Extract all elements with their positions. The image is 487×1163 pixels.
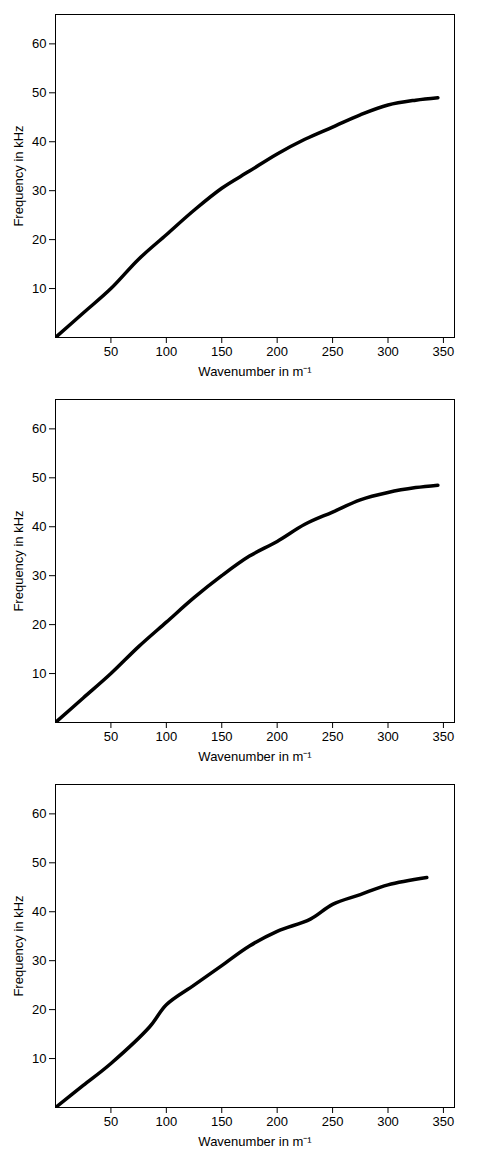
- svg-text:300: 300: [377, 1114, 399, 1129]
- svg-text:20: 20: [32, 1002, 46, 1017]
- svg-text:50: 50: [32, 85, 46, 100]
- svg-text:100: 100: [155, 344, 177, 359]
- svg-text:250: 250: [322, 344, 344, 359]
- svg-text:Wavenumber in m⁻¹: Wavenumber in m⁻¹: [198, 364, 312, 379]
- svg-text:30: 30: [32, 568, 46, 583]
- svg-text:Frequency in kHz: Frequency in kHz: [11, 895, 26, 996]
- svg-text:Frequency in kHz: Frequency in kHz: [11, 125, 26, 226]
- svg-text:50: 50: [104, 344, 118, 359]
- svg-text:20: 20: [32, 617, 46, 632]
- svg-text:40: 40: [32, 904, 46, 919]
- svg-text:Frequency in kHz: Frequency in kHz: [11, 510, 26, 611]
- svg-text:20: 20: [32, 232, 46, 247]
- svg-text:40: 40: [32, 134, 46, 149]
- svg-text:10: 10: [32, 281, 46, 296]
- svg-text:100: 100: [155, 729, 177, 744]
- svg-text:200: 200: [266, 1114, 288, 1129]
- svg-text:50: 50: [32, 855, 46, 870]
- svg-text:350: 350: [433, 1114, 455, 1129]
- svg-text:40: 40: [32, 519, 46, 534]
- svg-text:60: 60: [32, 36, 46, 51]
- svg-text:200: 200: [266, 729, 288, 744]
- svg-text:10: 10: [32, 1051, 46, 1066]
- svg-text:60: 60: [32, 806, 46, 821]
- svg-text:350: 350: [433, 729, 455, 744]
- svg-text:250: 250: [322, 1114, 344, 1129]
- svg-text:250: 250: [322, 729, 344, 744]
- svg-text:50: 50: [104, 729, 118, 744]
- svg-text:Wavenumber in m⁻¹: Wavenumber in m⁻¹: [198, 1134, 312, 1149]
- svg-text:350: 350: [433, 344, 455, 359]
- svg-text:50: 50: [104, 1114, 118, 1129]
- svg-text:300: 300: [377, 344, 399, 359]
- svg-text:300: 300: [377, 729, 399, 744]
- svg-text:30: 30: [32, 953, 46, 968]
- svg-text:150: 150: [211, 344, 233, 359]
- svg-text:60: 60: [32, 421, 46, 436]
- svg-text:150: 150: [211, 1114, 233, 1129]
- svg-text:30: 30: [32, 183, 46, 198]
- svg-text:200: 200: [266, 344, 288, 359]
- svg-text:50: 50: [32, 470, 46, 485]
- svg-text:100: 100: [155, 1114, 177, 1129]
- svg-text:Wavenumber in m⁻¹: Wavenumber in m⁻¹: [198, 749, 312, 764]
- svg-text:150: 150: [211, 729, 233, 744]
- svg-text:10: 10: [32, 666, 46, 681]
